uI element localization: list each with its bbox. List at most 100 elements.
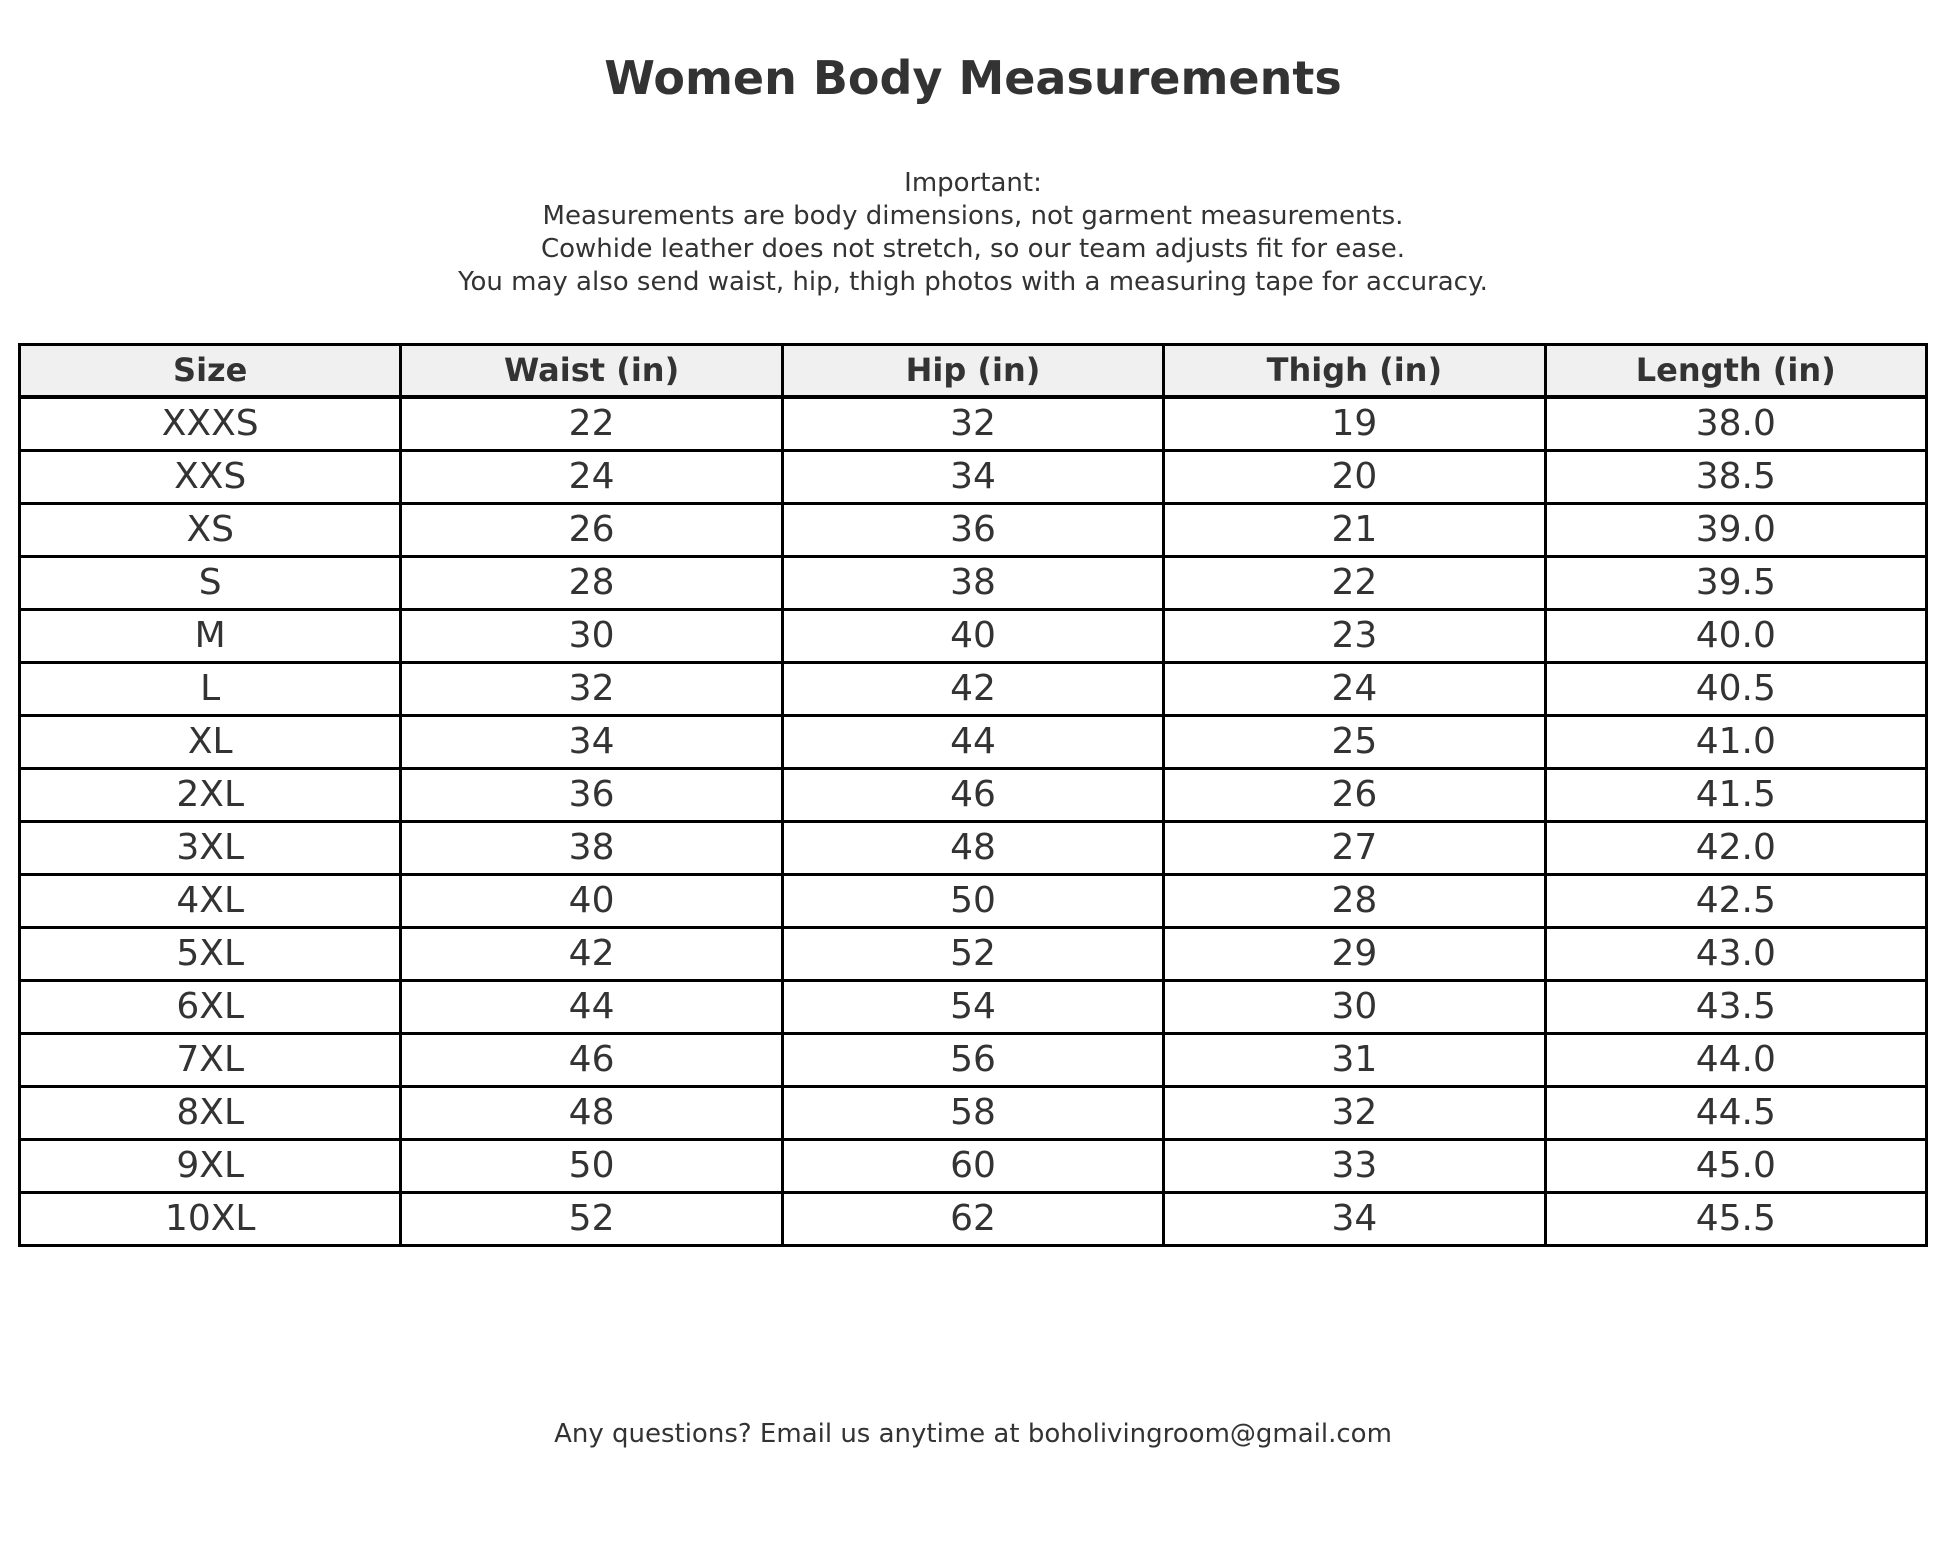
hip-cell: 62 [780, 1190, 1166, 1247]
waist-cell: 38 [399, 819, 784, 876]
length-cell: 43.0 [1543, 925, 1929, 982]
size-cell: 10XL [17, 1190, 403, 1247]
thigh-cell: 19 [1162, 395, 1547, 452]
thigh-cell: 23 [1162, 607, 1547, 664]
waist-cell: 26 [399, 501, 784, 558]
waist-cell: 32 [399, 660, 784, 717]
size-cell: XXXS [17, 395, 403, 452]
hip-cell: 58 [780, 1084, 1166, 1141]
important-notes: Important: Measurements are body dimensi… [0, 167, 1946, 299]
waist-cell: 48 [399, 1084, 784, 1141]
notes-line-1: Measurements are body dimensions, not ga… [542, 200, 1404, 231]
table-row: XL 34 44 25 41.0 [17, 713, 1929, 770]
length-cell: 38.5 [1543, 448, 1929, 505]
length-cell: 42.5 [1543, 872, 1929, 929]
length-cell: 40.5 [1543, 660, 1929, 717]
hip-cell: 56 [780, 1031, 1166, 1088]
size-cell: 6XL [17, 978, 403, 1035]
table-row: M 30 40 23 40.0 [17, 607, 1929, 664]
notes-line-2: Cowhide leather does not stretch, so our… [540, 233, 1406, 264]
size-cell: 3XL [17, 819, 403, 876]
length-cell: 42.0 [1543, 819, 1929, 876]
thigh-cell: 30 [1162, 978, 1547, 1035]
table-head: Size Waist (in) Hip (in) Thigh (in) Leng… [17, 342, 1929, 399]
size-cell: S [17, 554, 403, 611]
length-cell: 41.5 [1543, 766, 1929, 823]
column-header-hip: Hip (in) [780, 342, 1166, 399]
table-header-row: Size Waist (in) Hip (in) Thigh (in) Leng… [17, 342, 1929, 399]
length-cell: 39.5 [1543, 554, 1929, 611]
hip-cell: 32 [780, 395, 1166, 452]
thigh-cell: 29 [1162, 925, 1547, 982]
column-header-length: Length (in) [1543, 342, 1929, 399]
table-row: 5XL 42 52 29 43.0 [17, 925, 1929, 982]
hip-cell: 34 [780, 448, 1166, 505]
thigh-cell: 21 [1162, 501, 1547, 558]
table-row: 8XL 48 58 32 44.5 [17, 1084, 1929, 1141]
table-row: 6XL 44 54 30 43.5 [17, 978, 1929, 1035]
length-cell: 44.0 [1543, 1031, 1929, 1088]
thigh-cell: 22 [1162, 554, 1547, 611]
size-cell: M [17, 607, 403, 664]
table-row: 9XL 50 60 33 45.0 [17, 1137, 1929, 1194]
thigh-cell: 24 [1162, 660, 1547, 717]
table-row: L 32 42 24 40.5 [17, 660, 1929, 717]
table-row: XS 26 36 21 39.0 [17, 501, 1929, 558]
size-cell: XXS [17, 448, 403, 505]
thigh-cell: 33 [1162, 1137, 1547, 1194]
size-cell: L [17, 660, 403, 717]
hip-cell: 48 [780, 819, 1166, 876]
notes-line-3: You may also send waist, hip, thigh phot… [458, 266, 1488, 297]
length-cell: 45.5 [1543, 1190, 1929, 1247]
column-header-waist: Waist (in) [399, 342, 784, 399]
waist-cell: 42 [399, 925, 784, 982]
thigh-cell: 28 [1162, 872, 1547, 929]
length-cell: 41.0 [1543, 713, 1929, 770]
waist-cell: 50 [399, 1137, 784, 1194]
hip-cell: 38 [780, 554, 1166, 611]
hip-cell: 50 [780, 872, 1166, 929]
table-row: 3XL 38 48 27 42.0 [17, 819, 1929, 876]
thigh-cell: 27 [1162, 819, 1547, 876]
hip-cell: 36 [780, 501, 1166, 558]
table-row: XXS 24 34 20 38.5 [17, 448, 1929, 505]
length-cell: 45.0 [1543, 1137, 1929, 1194]
table-row: 7XL 46 56 31 44.0 [17, 1031, 1929, 1088]
size-cell: XS [17, 501, 403, 558]
size-cell: 9XL [17, 1137, 403, 1194]
thigh-cell: 32 [1162, 1084, 1547, 1141]
table-row: 2XL 36 46 26 41.5 [17, 766, 1929, 823]
waist-cell: 44 [399, 978, 784, 1035]
thigh-cell: 34 [1162, 1190, 1547, 1247]
waist-cell: 28 [399, 554, 784, 611]
measurements-table: Size Waist (in) Hip (in) Thigh (in) Leng… [17, 342, 1929, 1247]
size-cell: 8XL [17, 1084, 403, 1141]
column-header-thigh: Thigh (in) [1162, 342, 1547, 399]
waist-cell: 52 [399, 1190, 784, 1247]
notes-heading: Important: [904, 167, 1042, 198]
hip-cell: 42 [780, 660, 1166, 717]
length-cell: 40.0 [1543, 607, 1929, 664]
waist-cell: 24 [399, 448, 784, 505]
table-body: XXXS 22 32 19 38.0 XXS 24 34 20 38.5 XS [17, 395, 1929, 1247]
size-cell: 5XL [17, 925, 403, 982]
hip-cell: 46 [780, 766, 1166, 823]
size-cell: XL [17, 713, 403, 770]
hip-cell: 52 [780, 925, 1166, 982]
table-row: XXXS 22 32 19 38.0 [17, 395, 1929, 452]
thigh-cell: 25 [1162, 713, 1547, 770]
contact-footer: Any questions? Email us anytime at bohol… [554, 1418, 1392, 1449]
hip-cell: 54 [780, 978, 1166, 1035]
waist-cell: 36 [399, 766, 784, 823]
waist-cell: 46 [399, 1031, 784, 1088]
hip-cell: 60 [780, 1137, 1166, 1194]
thigh-cell: 26 [1162, 766, 1547, 823]
thigh-cell: 20 [1162, 448, 1547, 505]
waist-cell: 34 [399, 713, 784, 770]
length-cell: 44.5 [1543, 1084, 1929, 1141]
table-row: 10XL 52 62 34 45.5 [17, 1190, 1929, 1247]
table-row: S 28 38 22 39.5 [17, 554, 1929, 611]
length-cell: 38.0 [1543, 395, 1929, 452]
table-row: 4XL 40 50 28 42.5 [17, 872, 1929, 929]
